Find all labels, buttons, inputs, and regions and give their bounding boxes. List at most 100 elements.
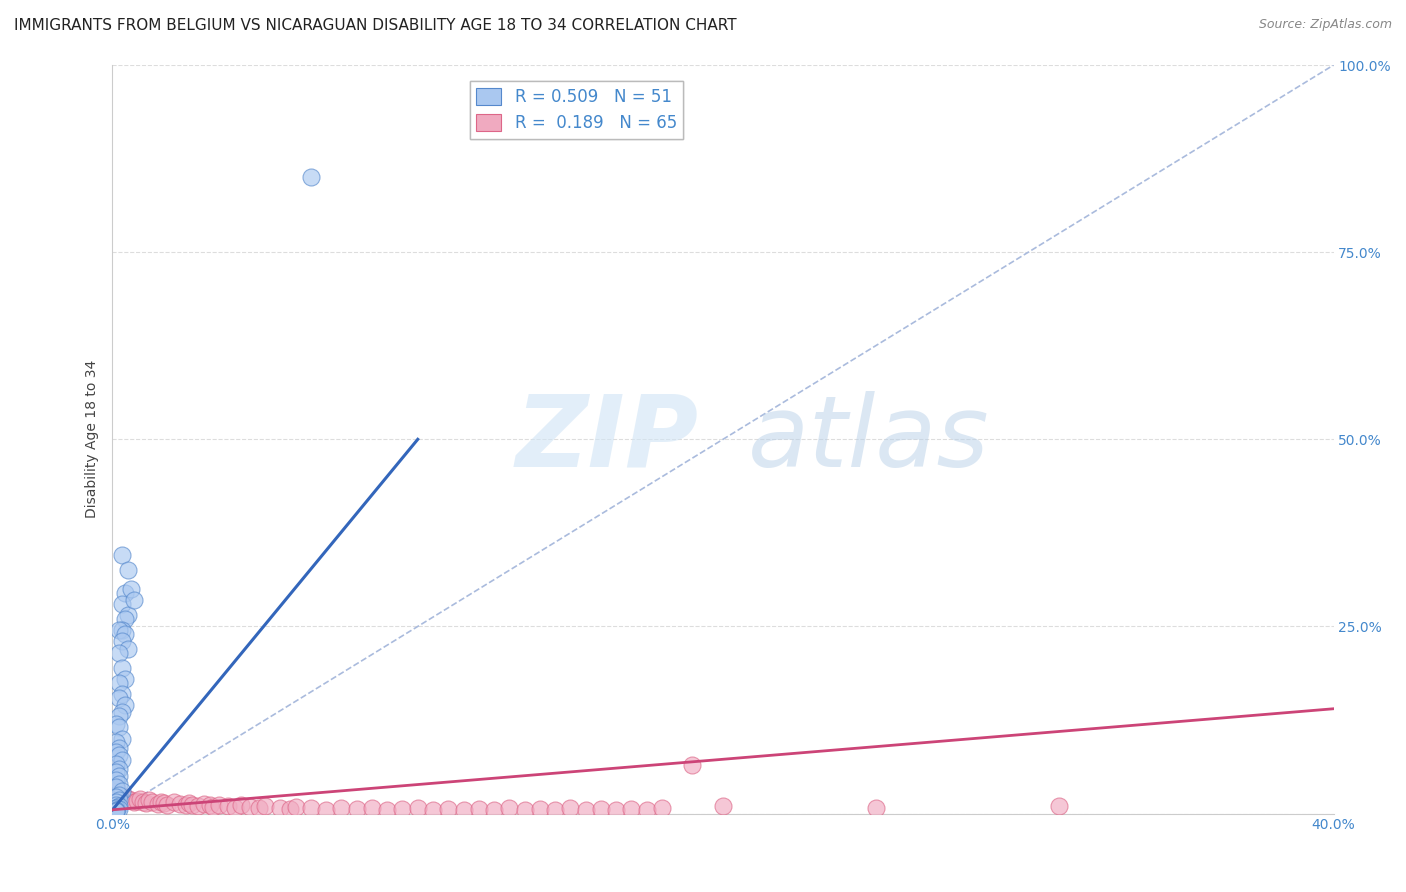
Point	[107, 799, 129, 814]
Point	[269, 800, 291, 814]
Point	[111, 623, 134, 637]
Point	[135, 796, 157, 810]
Point	[138, 793, 160, 807]
Point	[104, 803, 127, 817]
Point	[299, 801, 322, 815]
Point	[315, 803, 337, 817]
Point	[114, 698, 136, 712]
Point	[682, 758, 704, 772]
Point	[111, 660, 134, 674]
Point	[107, 776, 129, 790]
Y-axis label: Disability Age 18 to 34: Disability Age 18 to 34	[86, 360, 100, 518]
Point	[104, 797, 127, 812]
Point	[107, 788, 129, 802]
Point	[111, 597, 134, 611]
Point	[107, 709, 129, 723]
Point	[104, 800, 127, 814]
Point	[229, 798, 252, 813]
Point	[498, 801, 520, 815]
Text: IMMIGRANTS FROM BELGIUM VS NICARAGUAN DISABILITY AGE 18 TO 34 CORRELATION CHART: IMMIGRANTS FROM BELGIUM VS NICARAGUAN DI…	[14, 18, 737, 33]
Point	[299, 170, 322, 185]
Point	[169, 797, 191, 811]
Legend: R = 0.509   N = 51, R =  0.189   N = 65: R = 0.509 N = 51, R = 0.189 N = 65	[470, 81, 683, 139]
Point	[111, 753, 134, 767]
Point	[544, 803, 567, 817]
Point	[104, 790, 127, 805]
Point	[104, 716, 127, 731]
Point	[104, 745, 127, 759]
Point	[529, 802, 551, 816]
Point	[107, 721, 129, 735]
Point	[117, 791, 139, 805]
Point	[111, 731, 134, 746]
Point	[391, 802, 413, 816]
Point	[156, 797, 179, 812]
Point	[104, 791, 127, 805]
Point	[482, 803, 505, 817]
Point	[111, 687, 134, 701]
Point	[104, 780, 127, 795]
Point	[117, 608, 139, 623]
Point	[174, 798, 197, 813]
Point	[141, 795, 163, 809]
Point	[208, 797, 231, 812]
Text: atlas: atlas	[748, 391, 988, 488]
Point	[107, 802, 129, 816]
Point	[107, 748, 129, 763]
Point	[120, 582, 142, 596]
Point	[114, 790, 136, 805]
Point	[651, 801, 673, 815]
Point	[239, 799, 262, 814]
Point	[560, 801, 582, 815]
Point	[104, 735, 127, 749]
Point	[122, 593, 145, 607]
Point	[453, 803, 475, 817]
Point	[278, 802, 301, 816]
Point	[330, 800, 353, 814]
Point	[254, 799, 277, 814]
Point	[104, 804, 127, 818]
Point	[375, 803, 398, 817]
Point	[187, 799, 209, 814]
Point	[153, 796, 176, 810]
Point	[125, 794, 148, 808]
Point	[107, 690, 129, 705]
Point	[104, 780, 127, 795]
Point	[104, 757, 127, 772]
Point	[107, 769, 129, 783]
Point	[114, 627, 136, 641]
Point	[202, 799, 225, 814]
Text: Source: ZipAtlas.com: Source: ZipAtlas.com	[1258, 18, 1392, 31]
Point	[111, 634, 134, 648]
Point	[468, 802, 491, 816]
Point	[129, 792, 152, 806]
Point	[148, 797, 170, 811]
Point	[162, 795, 184, 809]
Point	[422, 803, 444, 817]
Point	[589, 802, 612, 816]
Point	[150, 795, 173, 809]
Point	[605, 803, 627, 817]
Point	[198, 798, 221, 813]
Point	[107, 793, 129, 807]
Point	[107, 675, 129, 690]
Point	[575, 803, 598, 817]
Point	[247, 801, 270, 815]
Point	[218, 799, 240, 814]
Point	[104, 772, 127, 787]
Point	[104, 795, 127, 809]
Point	[284, 799, 307, 814]
Point	[114, 672, 136, 686]
Point	[120, 793, 142, 807]
Point	[111, 549, 134, 563]
Point	[107, 646, 129, 660]
Point	[406, 801, 429, 815]
Point	[132, 795, 155, 809]
Point	[224, 800, 246, 814]
Point	[180, 797, 202, 812]
Point	[1047, 799, 1070, 814]
Point	[122, 795, 145, 809]
Point	[711, 799, 734, 814]
Point	[437, 802, 460, 816]
Point	[177, 796, 200, 810]
